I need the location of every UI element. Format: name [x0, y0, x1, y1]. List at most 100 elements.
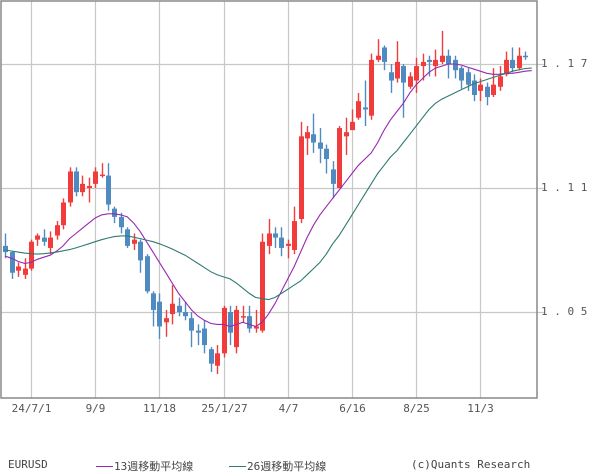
- candle: [504, 51, 509, 77]
- candle: [389, 64, 394, 93]
- candle: [87, 177, 92, 203]
- legend-label-ma26: 26週移動平均線: [247, 460, 327, 473]
- candle: [106, 163, 111, 211]
- candle: [414, 57, 419, 93]
- candle: [170, 285, 175, 325]
- candle: [48, 231, 53, 255]
- candle: [453, 55, 458, 79]
- x-tick-label: 11/3: [467, 402, 494, 415]
- x-tick-label: 24/7/1: [11, 402, 52, 415]
- candle: [74, 167, 79, 197]
- legend-label-ma13: 13週移動平均線: [114, 460, 194, 473]
- candle: [395, 41, 400, 83]
- candle: [68, 167, 73, 207]
- candle: [29, 239, 34, 271]
- candle: [331, 161, 336, 199]
- x-tick-label: 4/7: [278, 402, 299, 415]
- candle: [260, 233, 265, 333]
- candle: [337, 126, 342, 189]
- x-tick-label: 8/25: [403, 402, 430, 415]
- y-tick-label: 1 . 1 1: [541, 180, 588, 194]
- plot-frame: [0, 0, 538, 399]
- candle: [202, 320, 207, 354]
- candle: [145, 254, 150, 294]
- candle: [356, 92, 361, 120]
- candle: [247, 305, 252, 333]
- candle: [23, 258, 28, 279]
- candle: [344, 117, 349, 155]
- candle: [93, 167, 98, 189]
- candle: [466, 68, 471, 91]
- candle: [292, 206, 297, 255]
- legend-item-ma26: 26週移動平均線: [229, 458, 326, 474]
- candle: [42, 229, 47, 246]
- y-tick-label: 1 . 1 7: [541, 56, 588, 70]
- candle: [209, 347, 214, 372]
- moving-averages: [5, 63, 532, 328]
- candle: [3, 233, 8, 259]
- candle: [125, 227, 130, 248]
- candle: [318, 128, 323, 164]
- candle: [401, 64, 406, 118]
- copyright-text: (c)Quants Research: [411, 458, 531, 471]
- candle: [138, 239, 143, 273]
- symbol-label: EURUSD: [8, 458, 48, 471]
- symbol-text: EURUSD: [8, 458, 48, 471]
- candle: [112, 206, 117, 224]
- candle: [183, 301, 188, 321]
- candle: [10, 251, 15, 279]
- candle: [510, 47, 515, 73]
- candle: [376, 39, 381, 62]
- candle: [177, 297, 182, 317]
- candle: [498, 66, 503, 91]
- candle: [517, 47, 522, 71]
- candle: [35, 233, 40, 246]
- candles: [3, 30, 528, 375]
- candle: [16, 262, 21, 277]
- candle: [440, 30, 445, 64]
- candle: [267, 219, 272, 255]
- ma-line: [5, 67, 532, 301]
- candle: [132, 233, 137, 251]
- candle: [485, 82, 490, 106]
- candle: [363, 80, 368, 127]
- candle: [273, 227, 278, 248]
- ma13-swatch-icon: [96, 465, 113, 467]
- candle: [228, 305, 233, 346]
- ma26-swatch-icon: [229, 465, 246, 467]
- candle: [478, 78, 483, 102]
- candle: [254, 309, 259, 333]
- candle: [305, 126, 310, 155]
- copyright: (c)Quants Research: [411, 458, 530, 471]
- candle: [421, 53, 426, 81]
- x-tick-label: 11/18: [142, 402, 177, 415]
- candle: [491, 68, 496, 98]
- x-tick-label: 6/16: [339, 402, 366, 415]
- candle: [299, 121, 304, 224]
- candle: [241, 305, 246, 323]
- candle: [100, 163, 105, 178]
- candle: [151, 291, 156, 327]
- grid-lines: [1, 1, 545, 398]
- candle: [433, 49, 438, 77]
- candle: [369, 53, 374, 120]
- candle: [286, 239, 291, 259]
- candle: [324, 144, 329, 174]
- candle: [55, 221, 60, 240]
- candle: [80, 175, 85, 197]
- candle: [119, 212, 124, 234]
- x-tick-label: 9/9: [85, 402, 106, 415]
- candle: [472, 74, 477, 102]
- y-tick-label: 1 . 0 5: [541, 304, 588, 318]
- candle: [234, 305, 239, 354]
- candle: [523, 51, 528, 60]
- candle: [279, 227, 284, 257]
- candle: [222, 305, 227, 358]
- legend-item-ma13: 13週移動平均線: [96, 458, 193, 474]
- candle: [382, 45, 387, 71]
- candle: [215, 345, 220, 375]
- candle: [189, 312, 194, 348]
- candle: [196, 324, 201, 346]
- candle: [164, 309, 169, 337]
